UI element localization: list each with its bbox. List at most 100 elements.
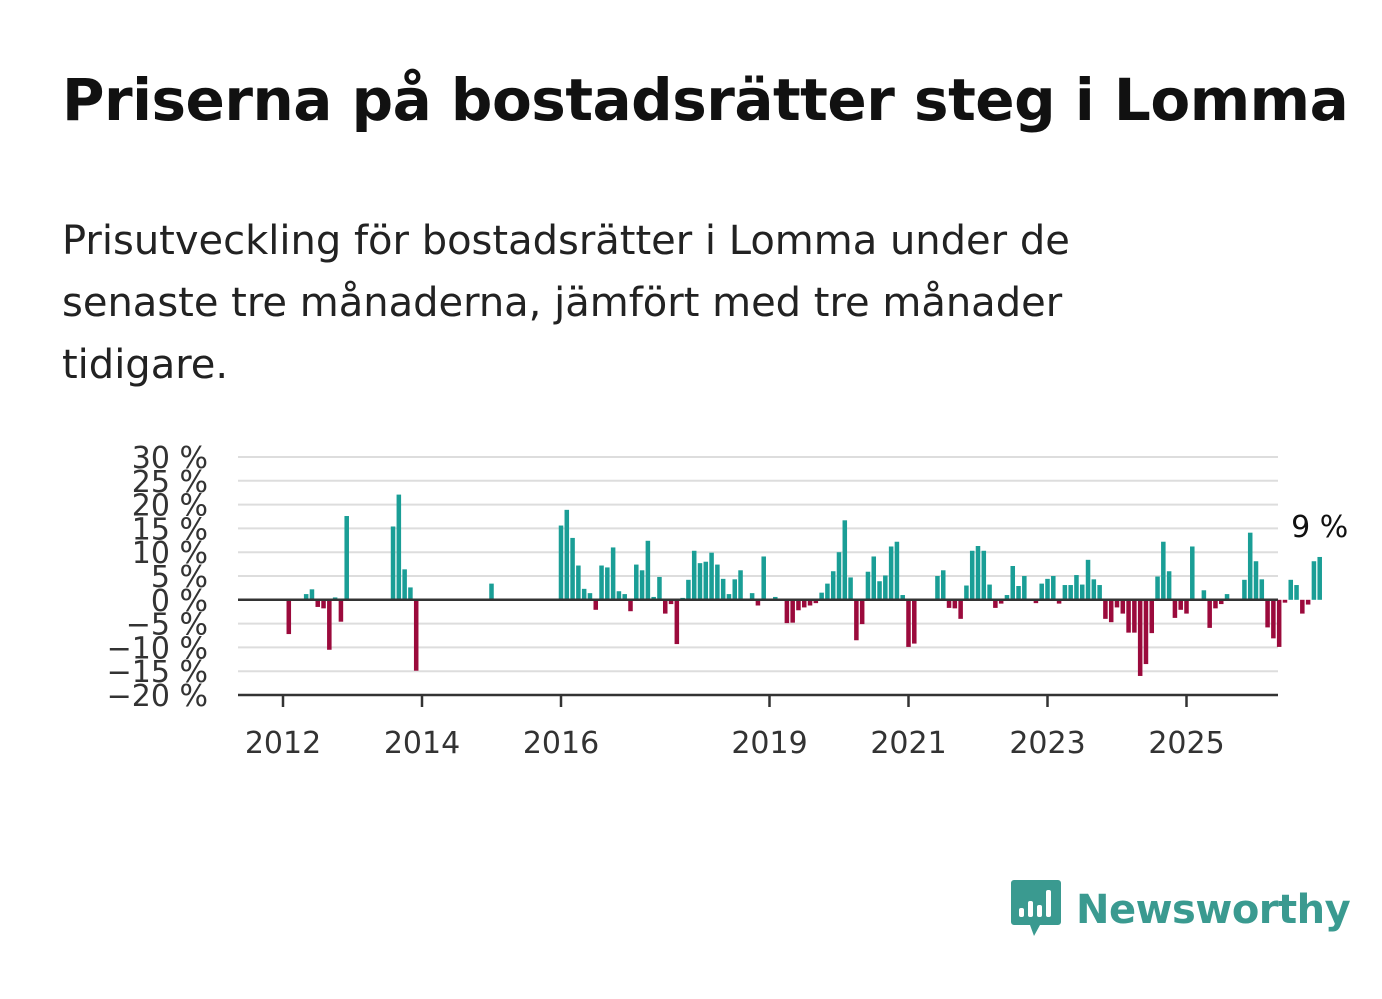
- bar: [1097, 585, 1102, 600]
- bar: [1201, 590, 1207, 600]
- bar: [1074, 575, 1079, 600]
- bar: [1242, 579, 1247, 600]
- bar: [1114, 599, 1120, 608]
- bar: [639, 570, 645, 600]
- bar: [321, 599, 326, 609]
- bar: [1166, 571, 1172, 600]
- bar: [327, 599, 332, 650]
- bar: [1004, 595, 1010, 600]
- x-tick-label: 2012: [245, 726, 321, 761]
- x-tick-label: 2023: [1009, 726, 1085, 761]
- bar: [691, 550, 697, 600]
- bar: [1108, 599, 1114, 623]
- bar: [940, 570, 946, 600]
- bar: [286, 599, 292, 635]
- bar: [998, 599, 1004, 604]
- bar: [981, 550, 987, 600]
- chart-subtitle: Prisutveckling för bostadsrätter i Lomma…: [62, 218, 1070, 388]
- bar: [720, 578, 726, 600]
- bar: [674, 599, 680, 645]
- bar: [946, 599, 952, 608]
- bar: [581, 588, 587, 600]
- bar: [1137, 599, 1143, 676]
- bar: [906, 599, 911, 647]
- x-tick-label: 2021: [870, 726, 946, 761]
- bar: [344, 516, 349, 600]
- bar: [848, 577, 853, 600]
- bar: [309, 589, 315, 600]
- bar: [761, 556, 766, 600]
- bar: [969, 550, 975, 600]
- bar: [1051, 576, 1056, 600]
- newsworthy-logo: Newsworthy: [1010, 878, 1351, 942]
- bar: [489, 583, 494, 600]
- y-tick-label: −10 %: [107, 631, 208, 666]
- bar: [790, 599, 795, 623]
- bar: [773, 596, 778, 600]
- bar: [1085, 559, 1091, 600]
- x-tick-label: 2019: [731, 726, 807, 761]
- bar: [1207, 599, 1212, 628]
- bar: [576, 565, 581, 600]
- bar: [964, 585, 969, 600]
- bar: [616, 591, 622, 600]
- y-tick-label: 20 %: [132, 489, 208, 524]
- bar: [1155, 576, 1160, 600]
- bar: [1143, 599, 1149, 665]
- bar: [622, 594, 627, 600]
- bar: [912, 599, 917, 644]
- bar: [593, 599, 599, 610]
- bar: [830, 571, 836, 600]
- bar: [1079, 584, 1085, 600]
- bar: [1218, 599, 1224, 605]
- bar: [952, 599, 958, 609]
- bar: [1178, 599, 1183, 610]
- x-tick-label: 2025: [1148, 726, 1224, 761]
- bar: [1068, 585, 1073, 600]
- bar: [749, 593, 755, 600]
- grid-lines: [238, 456, 1278, 673]
- bar: [668, 599, 674, 605]
- bar: [703, 561, 709, 600]
- bar: [1091, 579, 1097, 600]
- bar: [1311, 561, 1317, 600]
- bar: [657, 576, 662, 600]
- y-tick-label: −15 %: [107, 655, 208, 690]
- bar: [1253, 561, 1259, 600]
- bar: [1103, 599, 1108, 619]
- bar: [715, 564, 720, 600]
- y-tick-label: 30 %: [132, 441, 208, 476]
- bar: [303, 594, 309, 600]
- bar: [570, 537, 575, 600]
- x-tick-label: 2014: [384, 726, 460, 761]
- bar: [697, 563, 703, 600]
- bar: [1172, 599, 1178, 618]
- bar: [1224, 594, 1230, 600]
- bar: [315, 599, 321, 607]
- bar: [1259, 579, 1265, 600]
- bar: [558, 525, 564, 600]
- bar: [662, 599, 668, 614]
- bar: [1022, 576, 1027, 600]
- bar: [1033, 599, 1039, 604]
- y-tick-label: 25 %: [132, 465, 208, 500]
- bar: [825, 583, 830, 600]
- latest-value-label: 9 %: [1291, 510, 1348, 545]
- bar: [1184, 599, 1189, 614]
- bar: [628, 599, 633, 612]
- bar: [836, 552, 842, 600]
- bar: [1288, 579, 1294, 600]
- bar: [894, 541, 900, 600]
- bar: [564, 509, 570, 600]
- bar: [413, 599, 419, 671]
- bar: [1271, 599, 1276, 639]
- y-tick-label: 10 %: [132, 536, 208, 571]
- bar: [796, 599, 801, 611]
- bar: [338, 599, 344, 622]
- bar: [888, 546, 894, 600]
- bar: [1016, 586, 1021, 600]
- bar: [408, 587, 413, 600]
- newsworthy-bar-chart-icon: [1010, 878, 1062, 942]
- bar: [1190, 546, 1195, 600]
- bar: [390, 526, 396, 600]
